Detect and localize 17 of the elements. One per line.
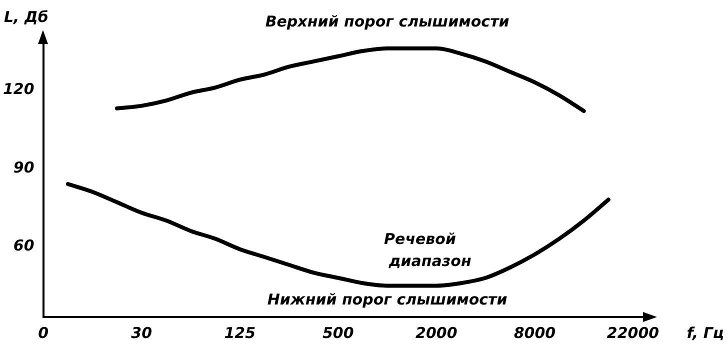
x-tick-label: 500 [322,324,354,342]
series-label: Верхний порог слышимости [265,12,510,30]
line-series [66,182,610,288]
x-tick-label: 2000 [416,324,458,342]
series-label: Нижний порог слышимости [267,290,508,309]
annotation: Речевой диапазон [384,230,472,270]
x-axis-title: f, Гц [686,324,724,342]
x-tick-label: 125 [224,324,256,342]
x-tick-label: 0 [38,324,49,342]
x-tick-label: 30 [131,324,152,342]
y-axis-title: L, Дб [4,8,48,26]
y-tick-label: 90 [13,158,34,176]
y-tick-label: 120 [3,80,34,98]
x-tick-label: 22000 [606,324,660,342]
x-tick-label: 8000 [514,324,556,342]
line-series [115,46,586,114]
y-tick-label: 60 [13,236,34,254]
